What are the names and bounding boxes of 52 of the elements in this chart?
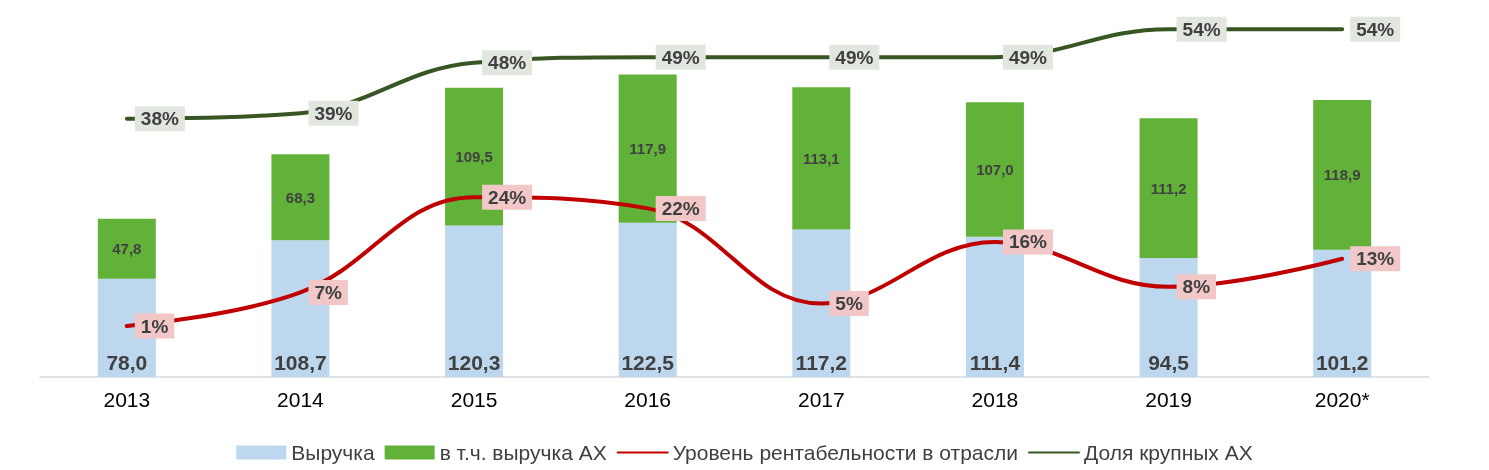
data-label: 54% [1356, 18, 1395, 40]
x-tick-label: 2016 [624, 388, 672, 411]
data-label: 5% [835, 293, 863, 315]
bar [618, 222, 677, 377]
legend-label: Выручка [291, 441, 375, 464]
bar [97, 218, 156, 279]
x-tick-label: 2020* [1314, 388, 1370, 411]
x-tick-label: 2017 [797, 388, 845, 411]
data-label: 122,5 [621, 351, 675, 374]
bar [1313, 100, 1372, 250]
data-label: 120,3 [447, 351, 501, 374]
data-label: 111,2 [1150, 179, 1187, 197]
data-label: 117,2 [795, 351, 848, 374]
x-tick-label: 2015 [450, 388, 498, 411]
legend-label: в т.ч. выручка АХ [439, 441, 607, 464]
bar [445, 225, 504, 377]
bar [792, 87, 851, 230]
bar [965, 102, 1024, 237]
data-label: 22% [661, 197, 700, 219]
bar [1139, 118, 1198, 259]
data-label: 108,7 [274, 351, 327, 374]
x-tick-label: 2013 [103, 388, 151, 411]
data-label: 107,0 [976, 161, 1014, 178]
data-label: 94,5 [1148, 351, 1190, 374]
legend-label: Уровень рентабельности в отрасли [672, 441, 1019, 464]
data-label: 118,9 [1323, 166, 1361, 184]
x-tick-label: 2019 [1145, 388, 1192, 411]
data-label: 8% [1182, 276, 1211, 298]
legend-label: Доля крупных АХ [1084, 441, 1253, 464]
data-label: 47,8 [112, 240, 142, 258]
data-label: 7% [314, 281, 342, 303]
data-label: 78,0 [106, 351, 148, 374]
data-label: 117,9 [629, 140, 667, 158]
data-label: 68,3 [285, 188, 316, 206]
data-label: 54% [1182, 18, 1221, 40]
x-tick-label: 2014 [277, 388, 325, 411]
data-label: 38% [140, 108, 179, 130]
bar [271, 154, 330, 241]
x-tick-label: 2018 [971, 388, 1019, 411]
data-label: 48% [488, 52, 527, 74]
data-label: 113,1 [802, 149, 840, 167]
data-label: 39% [314, 102, 353, 124]
data-label: 24% [488, 186, 527, 208]
data-label: 16% [1008, 231, 1048, 253]
data-label: 101,2 [1315, 351, 1369, 374]
data-label: 109,5 [455, 148, 493, 166]
data-label: 49% [835, 46, 874, 68]
data-label: 49% [1008, 46, 1048, 68]
data-label: 111,4 [969, 351, 1021, 374]
data-label: 13% [1356, 248, 1395, 270]
data-label: 1% [140, 315, 169, 337]
data-label: 49% [661, 46, 700, 68]
